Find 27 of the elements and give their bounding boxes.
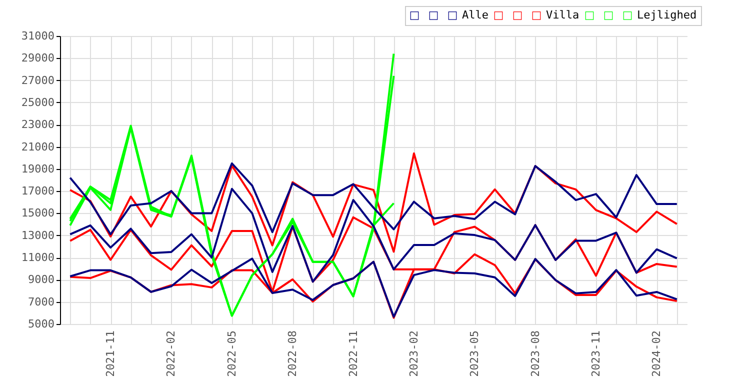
- x-tick-label: 2023-02: [407, 330, 420, 377]
- y-tick-label: 5000: [28, 318, 54, 330]
- y-tick-label: 13000: [21, 228, 54, 242]
- x-tick-label: 2022-05: [225, 330, 238, 377]
- y-tick-label: 15000: [21, 206, 54, 220]
- x-tick-label: 2024-02: [650, 330, 664, 377]
- y-tick-label: 29000: [21, 52, 54, 65]
- legend-label: Alle: [462, 8, 488, 22]
- y-tick-label: 21000: [21, 140, 54, 154]
- y-tick-label: 7000: [28, 295, 54, 308]
- x-tick-label: 2022-02: [164, 330, 178, 377]
- x-tick-label: 2021-11: [104, 330, 118, 377]
- legend-label: Lejlighed: [637, 8, 697, 22]
- x-tick-label: 2023-05: [468, 330, 482, 377]
- x-tick-label: 2023-11: [589, 330, 602, 377]
- y-tick-label: 25000: [21, 96, 54, 109]
- y-tick-label: 23000: [21, 118, 54, 132]
- y-tick-label: 11000: [21, 251, 54, 264]
- y-tick-label: 27000: [21, 74, 54, 87]
- y-tick-label: 19000: [21, 162, 54, 176]
- legend-label: Villa: [546, 8, 580, 22]
- x-tick-label: 2022-08: [286, 330, 300, 377]
- y-tick-label: 31000: [21, 30, 54, 42]
- y-tick-label: 9000: [28, 273, 54, 286]
- x-tick-label: 2022-11: [346, 330, 360, 377]
- x-tick-label: 2023-08: [528, 330, 542, 377]
- y-tick-label: 17000: [21, 184, 54, 198]
